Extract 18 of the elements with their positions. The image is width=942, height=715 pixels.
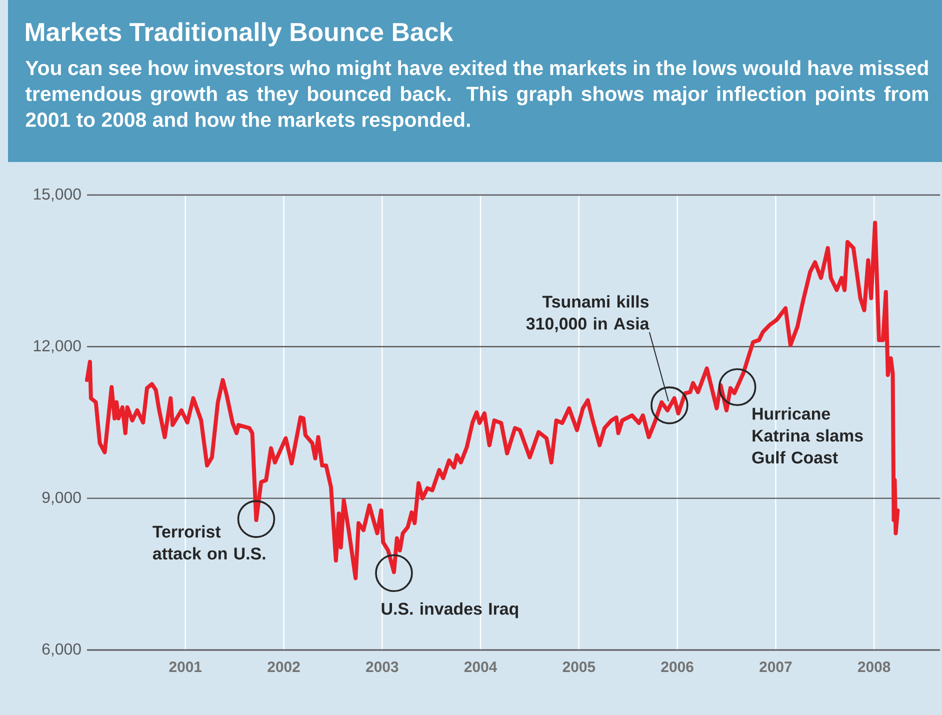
y-tick-label: 6,000 bbox=[42, 643, 81, 657]
x-tick-label: 2002 bbox=[268, 662, 300, 672]
chart-title: Markets Traditionally Bounce Back bbox=[26, 22, 454, 46]
y-tick-label: 9,000 bbox=[42, 492, 81, 505]
x-tick-label: 2007 bbox=[760, 662, 792, 672]
y-tick-label: 12,000 bbox=[34, 340, 81, 354]
x-tick-label: 2005 bbox=[562, 662, 596, 672]
x-tick-label: 2006 bbox=[661, 662, 694, 672]
x-tick-label: 2003 bbox=[366, 662, 398, 672]
annotation: Hurricane Katrina slams Gulf Coast bbox=[752, 407, 863, 464]
annotation: Terrorist attack on U.S. bbox=[152, 525, 266, 560]
x-tick-label: 2004 bbox=[464, 662, 498, 672]
chart-subtitle: You can see how investors who might have exited the markets in the lows would have missed tremendous growth as they bounced back. This graph shows major inflection points from 2001 to 2008 and how the markets responded. bbox=[25, 60, 928, 132]
annotation: U.S. invades Iraq bbox=[382, 602, 518, 618]
x-tick-label: 2001 bbox=[169, 662, 202, 672]
annotation: Tsunami kills 310,000 in Asia bbox=[526, 295, 650, 332]
x-tick-label: 2008 bbox=[858, 662, 890, 672]
y-tick-label: 15,000 bbox=[34, 188, 81, 202]
